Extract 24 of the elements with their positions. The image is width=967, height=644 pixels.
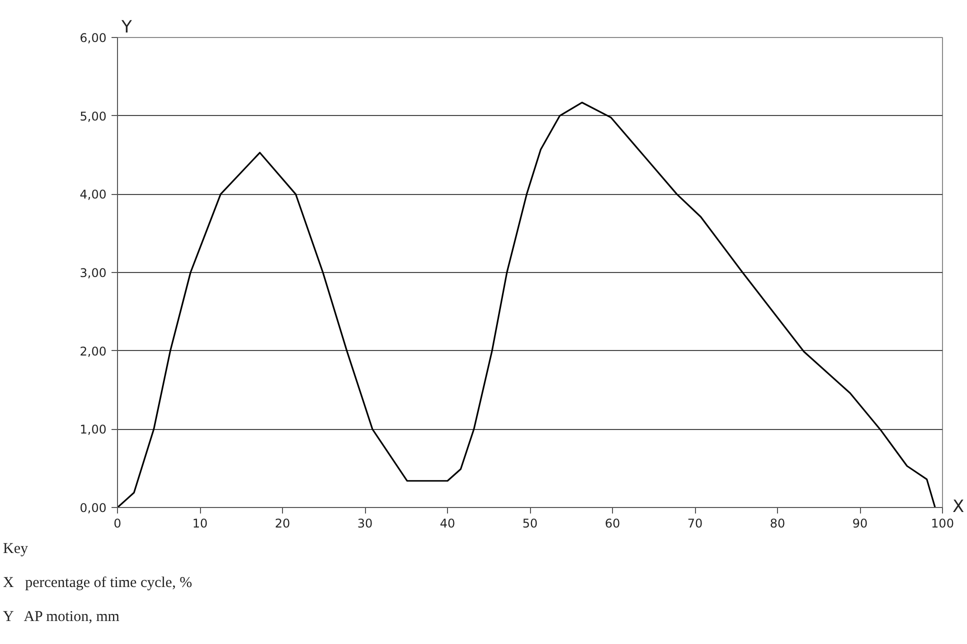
x-tick-label: 90	[852, 516, 868, 530]
line-series	[118, 102, 936, 508]
y-tick-label: 0,00	[80, 501, 106, 515]
x-tick-label: 60	[604, 516, 620, 530]
x-tick-label: 70	[687, 516, 703, 530]
x-tick-label: 30	[357, 516, 373, 530]
x-tick-label: 10	[192, 516, 208, 530]
x-tick-label: 50	[522, 516, 538, 530]
y-tick-label: 6,00	[80, 31, 106, 45]
x-tick-label: 80	[770, 516, 786, 530]
text: Key	[3, 540, 28, 559]
x-tick-label: 0	[114, 516, 122, 530]
y-tick-label: 2,00	[80, 344, 106, 358]
text: X percentage of time cycle, %	[3, 574, 192, 593]
text: Y AP motion, mm	[3, 608, 120, 627]
y-tick-label: 5,00	[80, 109, 106, 124]
x-tick-label: 100	[931, 516, 954, 530]
y-tick-label: 1,00	[80, 422, 106, 437]
x-tick-label: 20	[274, 516, 290, 530]
y-axis-title: Y	[120, 18, 132, 38]
x-axis-title: X	[952, 497, 964, 518]
x-tick-label: 40	[440, 516, 456, 530]
y-tick-label: 3,00	[80, 266, 106, 280]
y-tick-label: 4,00	[80, 188, 106, 202]
